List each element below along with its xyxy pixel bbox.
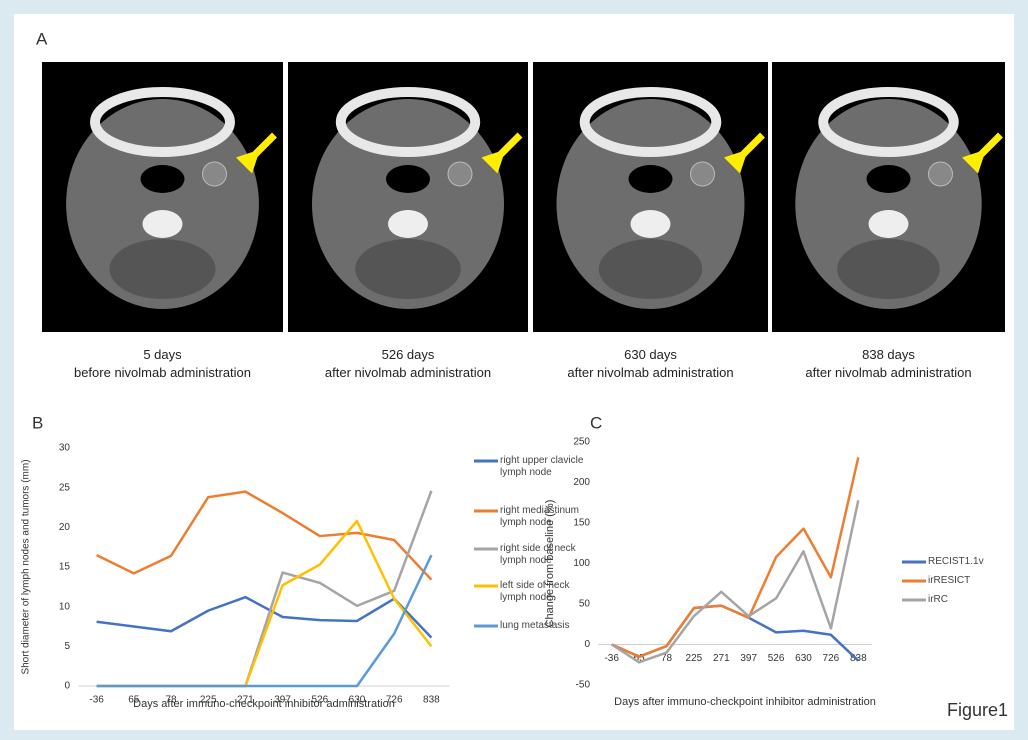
series-line [612,500,859,662]
airway [867,165,911,193]
x-tick-label: 271 [713,653,730,664]
figure-label: Figure1 [947,700,1008,720]
x-axis-label: Days after immuno-checkpoint inhibitor a… [133,698,395,710]
series-line [97,555,432,686]
series-line [97,521,432,686]
series-line [612,457,859,656]
ct-images [42,62,1005,332]
lesion [448,162,472,186]
caption-line: after nivolmab administration [752,364,1025,382]
spine [388,210,428,238]
muscle [599,239,702,299]
lesion [929,162,953,186]
x-tick-label: 838 [423,695,440,706]
caption-line: before nivolmab administration [22,364,303,382]
caption-line: 630 days [513,346,788,364]
panel-label: B [32,413,43,432]
legend-label: right mediastinum lymph node [500,505,595,529]
y-tick-label: 10 [59,601,71,612]
legend-label: left side of neck lymph node [500,580,595,604]
series-line [97,491,432,686]
x-axis-label: Days after immuno-checkpoint inhibitor a… [614,696,876,708]
x-tick-label: 630 [795,653,812,664]
spine [869,210,909,238]
muscle [355,239,461,299]
y-tick-label: 15 [59,562,71,573]
y-axis-label: Short diameter of lymph nodes and tumors… [21,459,32,674]
caption-line: 526 days [268,346,548,364]
muscle [109,239,215,299]
y-tick-label: -50 [576,680,591,691]
y-tick-label: 30 [59,443,71,454]
legend-label: RECIST1.1v [928,556,1028,568]
series-line [97,492,432,580]
legend-label: irRC [928,594,1028,606]
muscle [837,239,940,299]
x-tick-label: 225 [686,653,703,664]
legend-label: right side of neck lymph node [500,543,595,567]
legend-label: irRESICT [928,575,1028,587]
y-tick-label: 20 [59,522,71,533]
x-tick-label: 526 [768,653,785,664]
y-tick-label: 0 [64,681,70,692]
spine [143,210,183,238]
lesion [691,162,715,186]
x-tick-label: 726 [823,653,840,664]
airway [386,165,430,193]
caption-line: after nivolmab administration [268,364,548,382]
x-tick-label: 397 [740,653,757,664]
airway [629,165,673,193]
y-tick-label: 25 [59,482,71,493]
caption-line: 5 days [22,346,303,364]
spine [631,210,671,238]
y-tick-label: 0 [584,639,590,650]
caption-line: after nivolmab administration [513,364,788,382]
panel-label: C [590,413,602,432]
y-tick-label: 5 [64,641,70,652]
x-tick-label: -36 [89,695,104,706]
panel-label: A [36,29,48,48]
x-tick-label: -36 [604,653,619,664]
lesion [203,162,227,186]
airway [141,165,185,193]
legend-label: right upper clavicle lymph node [500,455,595,479]
legend-label: lung metastasis [500,620,595,632]
caption-line: 838 days [752,346,1025,364]
y-tick-label: 250 [573,437,590,448]
